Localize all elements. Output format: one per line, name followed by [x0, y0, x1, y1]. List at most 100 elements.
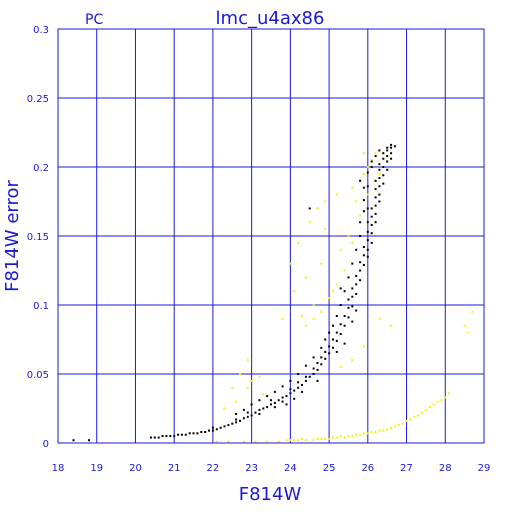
data-point [308, 375, 311, 378]
data-point [471, 310, 474, 313]
data-point [405, 419, 408, 422]
x-tick-label: 29 [478, 463, 491, 474]
data-point [440, 399, 443, 402]
data-point [359, 235, 362, 237]
x-tick-label: 19 [90, 463, 103, 474]
data-point [324, 350, 327, 353]
data-point [184, 433, 187, 436]
data-point [215, 428, 218, 431]
data-point [242, 408, 245, 411]
data-point [366, 171, 369, 174]
data-point [393, 425, 396, 428]
data-point [366, 207, 369, 210]
data-point [246, 359, 249, 362]
data-point [196, 432, 199, 435]
data-point [301, 315, 303, 317]
data-point [386, 156, 389, 159]
data-point [386, 146, 389, 149]
data-point [355, 283, 358, 286]
data-point [386, 168, 389, 171]
data-point [235, 400, 238, 403]
data-point [359, 279, 362, 282]
data-point [362, 264, 365, 266]
data-point [266, 395, 269, 398]
data-point [188, 432, 191, 435]
data-point [366, 432, 369, 435]
data-point [339, 435, 342, 438]
data-point [436, 400, 439, 403]
data-point [351, 435, 354, 438]
data-point [235, 413, 238, 415]
data-point [324, 338, 327, 341]
data-point [169, 435, 172, 438]
data-point [320, 346, 323, 349]
data-point [246, 411, 249, 414]
data-point [359, 214, 362, 217]
data-point [149, 436, 152, 439]
data-point [223, 407, 226, 410]
data-point [370, 431, 373, 433]
data-point [301, 384, 303, 386]
data-point [374, 188, 377, 191]
data-point [231, 422, 234, 425]
data-point [347, 435, 350, 438]
data-point [370, 241, 373, 244]
data-point [362, 210, 365, 213]
data-point [277, 399, 280, 402]
data-point [355, 433, 358, 436]
data-point [215, 440, 218, 443]
data-point [417, 414, 420, 417]
data-point [239, 419, 241, 422]
data-point [219, 426, 222, 429]
data-point [285, 395, 288, 398]
data-point [289, 392, 292, 395]
data-point [362, 246, 365, 248]
data-point [351, 287, 354, 290]
data-point [328, 331, 331, 334]
data-point [370, 159, 373, 162]
data-point [359, 261, 362, 264]
y-tick-label: 0.05 [27, 370, 49, 381]
data-point [362, 172, 365, 175]
data-point [351, 262, 354, 265]
data-point [88, 439, 90, 442]
data-point [293, 290, 296, 293]
data-point [370, 215, 373, 218]
data-point [409, 418, 412, 421]
data-point [258, 375, 261, 378]
data-point [177, 433, 180, 436]
data-point [390, 152, 393, 155]
data-point [378, 429, 381, 432]
data-point [432, 403, 435, 406]
data-point [355, 248, 358, 251]
data-point [316, 379, 319, 382]
data-point [235, 418, 238, 421]
data-point [289, 388, 292, 391]
data-point [304, 324, 307, 327]
data-point [374, 152, 377, 155]
data-point [297, 439, 300, 442]
data-point [289, 379, 292, 382]
data-point [390, 426, 393, 429]
data-point [401, 422, 404, 425]
data-point [304, 379, 307, 382]
y-tick-label: 0.3 [33, 25, 49, 36]
data-point [258, 399, 261, 402]
data-point [347, 298, 350, 301]
data-point [180, 433, 183, 436]
data-point [397, 424, 400, 427]
data-point [246, 386, 249, 389]
data-point [382, 166, 385, 168]
data-point [362, 199, 365, 202]
data-point [359, 221, 362, 224]
data-point [359, 269, 362, 272]
x-tick-label: 22 [207, 463, 220, 474]
data-point [281, 385, 284, 388]
data-point [328, 352, 331, 355]
data-point [335, 339, 338, 342]
data-point [343, 324, 346, 327]
x-tick-labels: 18 19 20 21 22 23 24 25 26 27 28 29 [52, 463, 491, 474]
data-point [370, 224, 373, 226]
data-point [374, 204, 377, 207]
x-tick-label: 25 [323, 463, 336, 474]
